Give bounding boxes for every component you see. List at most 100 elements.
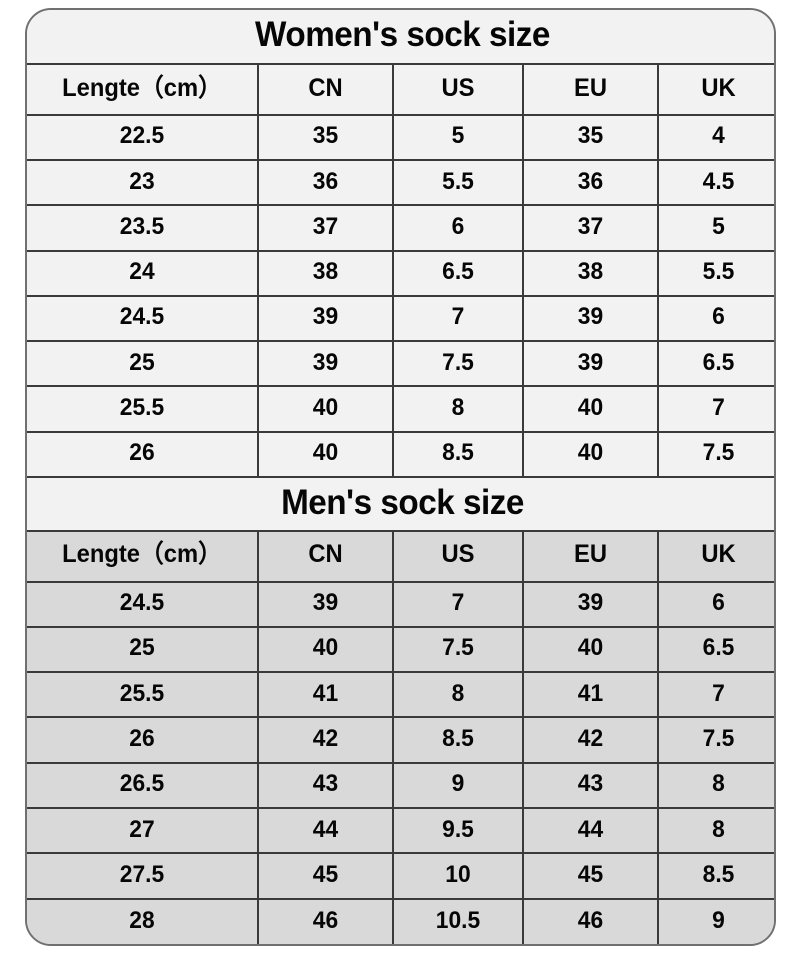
cell-value-us: 9 xyxy=(451,770,465,798)
cell-cn: 46 xyxy=(258,898,394,944)
cell-eu: 38 xyxy=(523,250,659,297)
header-label-eu-men: EU xyxy=(573,540,607,569)
cell-length: 25 xyxy=(27,341,259,388)
cell-cn: 36 xyxy=(258,159,394,207)
cell-us: 9 xyxy=(393,762,524,809)
cell-value-eu: 44 xyxy=(577,815,604,843)
cell-value-uk: 7 xyxy=(712,393,725,421)
cell-eu: 43 xyxy=(523,762,659,809)
header-label-length-men: Lengte（cm） xyxy=(62,540,222,569)
cell-cn: 42 xyxy=(258,717,394,764)
header-cell-us-men: US xyxy=(393,531,524,583)
header-label-us-men: US xyxy=(441,540,475,569)
header-cell-eu-women: EU xyxy=(523,64,659,116)
section-title-women: Women's sock size xyxy=(255,15,550,55)
cell-value-length: 25.5 xyxy=(119,393,165,421)
table-row: 23.5 37 6 37 5 xyxy=(27,205,774,252)
cell-length: 26.5 xyxy=(27,762,259,809)
cell-eu: 45 xyxy=(523,853,659,900)
header-cell-uk-men: UK xyxy=(658,531,774,583)
cell-value-uk: 6 xyxy=(712,589,725,617)
cell-cn: 40 xyxy=(258,386,394,433)
cell-eu: 35 xyxy=(523,114,659,161)
section-title-cell-women: Women's sock size xyxy=(27,10,774,66)
cell-cn: 40 xyxy=(258,431,394,478)
cell-us: 6.5 xyxy=(393,250,524,297)
cell-value-us: 7 xyxy=(451,589,465,617)
cell-value-eu: 38 xyxy=(577,258,604,286)
cell-value-us: 10.5 xyxy=(435,906,481,934)
table-row: 24 38 6.5 38 5.5 xyxy=(27,250,774,297)
cell-eu: 39 xyxy=(523,341,659,388)
cell-value-uk: 6.5 xyxy=(702,634,735,662)
cell-value-length: 24 xyxy=(129,258,155,286)
header-label-cn-men: CN xyxy=(308,540,343,569)
cell-value-us: 8.5 xyxy=(442,725,474,753)
header-label-length-women: Lengte（cm） xyxy=(62,73,222,102)
table-row: 27.5 45 10 45 8.5 xyxy=(27,853,774,900)
cell-value-eu: 36 xyxy=(577,167,604,195)
cell-length: 26 xyxy=(27,717,259,764)
table-row: 24.5 39 7 39 6 xyxy=(27,295,774,343)
cell-value-length: 23 xyxy=(129,167,155,195)
size-chart-container: Women's sock size Lengte（cm） CN US EU UK… xyxy=(25,8,776,946)
cell-value-eu: 39 xyxy=(577,348,604,376)
cell-us: 5.5 xyxy=(393,159,524,207)
cell-value-length: 23.5 xyxy=(119,212,165,240)
cell-eu: 40 xyxy=(523,386,659,433)
cell-uk: 9 xyxy=(658,898,774,944)
cell-uk: 6 xyxy=(658,295,774,343)
cell-value-cn: 44 xyxy=(312,815,339,843)
cell-value-length: 27 xyxy=(129,815,155,843)
cell-us: 5 xyxy=(393,114,524,161)
size-chart-table: Women's sock size Lengte（cm） CN US EU UK… xyxy=(27,10,774,944)
cell-length: 25 xyxy=(27,626,259,674)
cell-us: 8.5 xyxy=(393,717,524,764)
table-row: 26.5 43 9 43 8 xyxy=(27,762,774,809)
cell-length: 26 xyxy=(27,431,259,478)
cell-value-eu: 35 xyxy=(577,122,604,150)
header-label-us-women: US xyxy=(441,73,475,102)
cell-value-uk: 4 xyxy=(712,122,725,150)
cell-value-cn: 39 xyxy=(312,348,339,376)
cell-value-eu: 40 xyxy=(577,634,604,662)
cell-value-cn: 42 xyxy=(312,725,339,753)
cell-value-uk: 8.5 xyxy=(702,860,735,888)
cell-cn: 39 xyxy=(258,295,394,343)
cell-value-eu: 46 xyxy=(577,906,604,934)
cell-cn: 40 xyxy=(258,626,394,674)
header-label-eu-women: EU xyxy=(573,73,607,102)
cell-length: 22.5 xyxy=(27,114,259,161)
header-cell-length-men: Lengte（cm） xyxy=(27,531,259,583)
cell-value-length: 22.5 xyxy=(119,122,165,150)
cell-us: 10.5 xyxy=(393,898,524,944)
cell-uk: 8.5 xyxy=(658,853,774,900)
cell-value-uk: 7.5 xyxy=(702,439,735,467)
cell-us: 7 xyxy=(393,295,524,343)
cell-value-eu: 43 xyxy=(577,770,604,798)
cell-value-length: 26 xyxy=(129,725,155,753)
cell-length: 27.5 xyxy=(27,853,259,900)
cell-value-length: 28 xyxy=(129,906,155,934)
cell-uk: 8 xyxy=(658,762,774,809)
cell-value-cn: 41 xyxy=(312,679,339,707)
cell-value-eu: 40 xyxy=(577,439,604,467)
cell-uk: 6 xyxy=(658,581,774,628)
cell-value-length: 25.5 xyxy=(119,679,165,707)
cell-uk: 8 xyxy=(658,807,774,855)
cell-value-eu: 39 xyxy=(577,589,604,617)
header-cell-eu-men: EU xyxy=(523,531,659,583)
cell-value-eu: 37 xyxy=(577,212,604,240)
cell-us: 7.5 xyxy=(393,626,524,674)
section-title-row-men: Men's sock size xyxy=(27,476,774,533)
header-label-uk-men: UK xyxy=(701,540,736,569)
cell-value-uk: 8 xyxy=(712,770,725,798)
cell-eu: 41 xyxy=(523,672,659,719)
cell-eu: 37 xyxy=(523,205,659,252)
cell-value-uk: 7.5 xyxy=(702,725,735,753)
header-row-women: Lengte（cm） CN US EU UK xyxy=(27,64,774,116)
cell-eu: 46 xyxy=(523,898,659,944)
cell-value-us: 7 xyxy=(451,303,465,331)
cell-value-cn: 35 xyxy=(312,122,339,150)
section-title-row-women: Women's sock size xyxy=(27,10,774,66)
